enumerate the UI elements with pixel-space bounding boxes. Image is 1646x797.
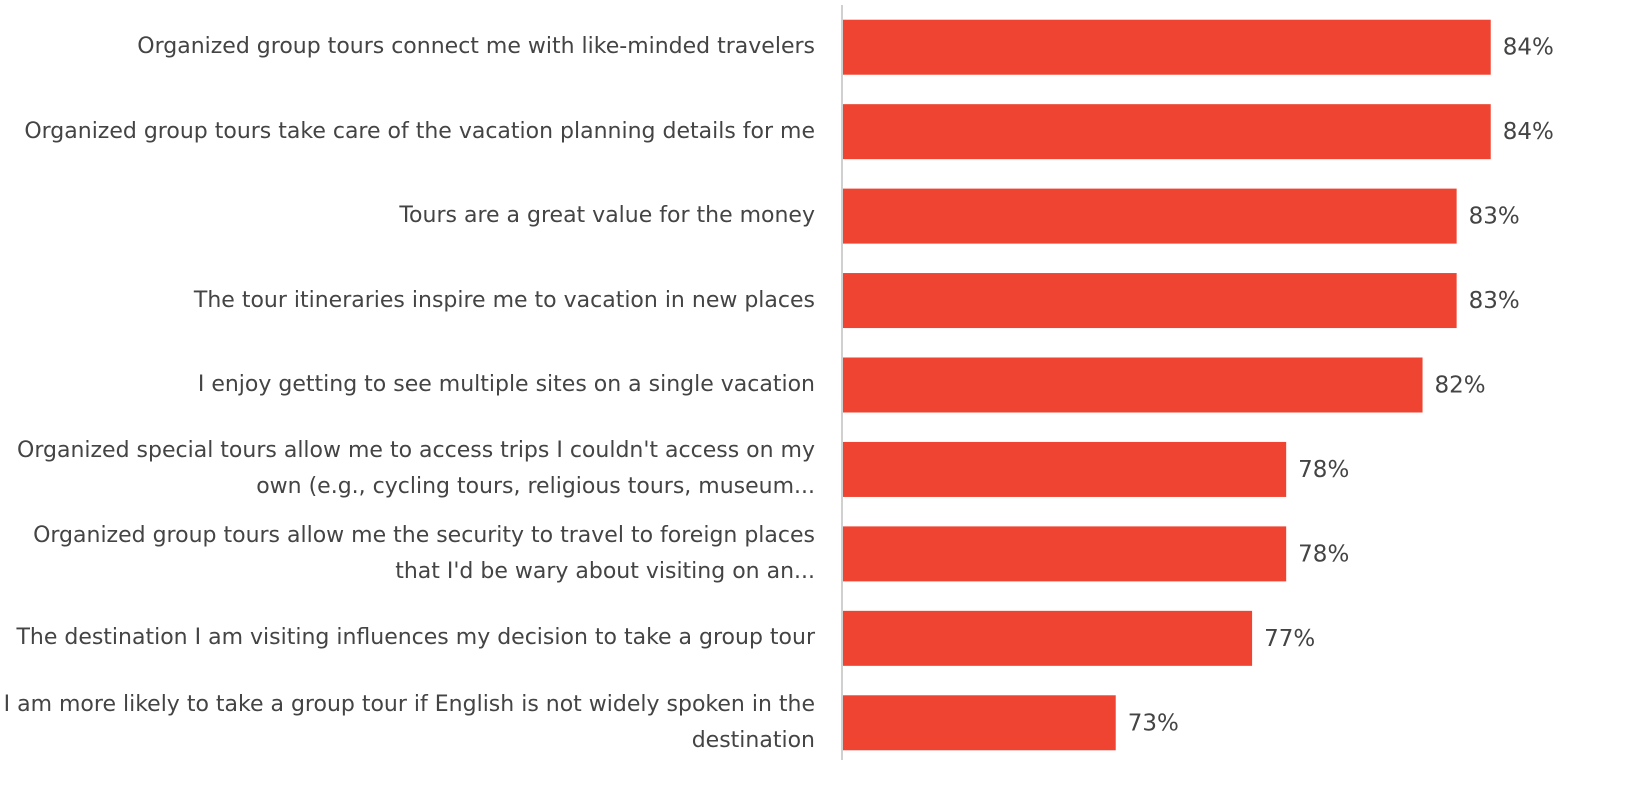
- value-label: 78%: [1298, 541, 1349, 567]
- category-label: Organized group tours allow me the secur…: [33, 522, 815, 584]
- value-label: 84%: [1503, 35, 1554, 61]
- bar: [843, 695, 1116, 751]
- value-label: 82%: [1435, 373, 1486, 399]
- category-label: I am more likely to take a group tour if…: [3, 691, 815, 753]
- value-label: 78%: [1298, 457, 1349, 483]
- bar: [843, 104, 1491, 160]
- category-label: Organized group tours connect me with li…: [137, 34, 815, 60]
- category-label: I enjoy getting to see multiple sites on…: [197, 371, 815, 397]
- category-label: Tours are a great value for the money: [399, 203, 815, 229]
- bar: [843, 441, 1287, 497]
- category-label: The tour itineraries inspire me to vacat…: [193, 287, 815, 313]
- value-label: 83%: [1469, 288, 1520, 314]
- category-label: Organized group tours take care of the v…: [24, 118, 815, 144]
- bar: [843, 610, 1253, 666]
- bar: [843, 273, 1457, 329]
- value-label: 77%: [1264, 626, 1315, 652]
- category-label: Organized special tours allow me to acce…: [17, 438, 815, 500]
- bar: [843, 357, 1423, 413]
- bar: [843, 188, 1457, 244]
- value-label: 84%: [1503, 119, 1554, 145]
- value-label: 73%: [1128, 710, 1179, 736]
- bar: [843, 526, 1287, 582]
- bar: [843, 19, 1491, 75]
- category-label: The destination I am visiting influences…: [16, 625, 815, 651]
- value-label: 83%: [1469, 204, 1520, 230]
